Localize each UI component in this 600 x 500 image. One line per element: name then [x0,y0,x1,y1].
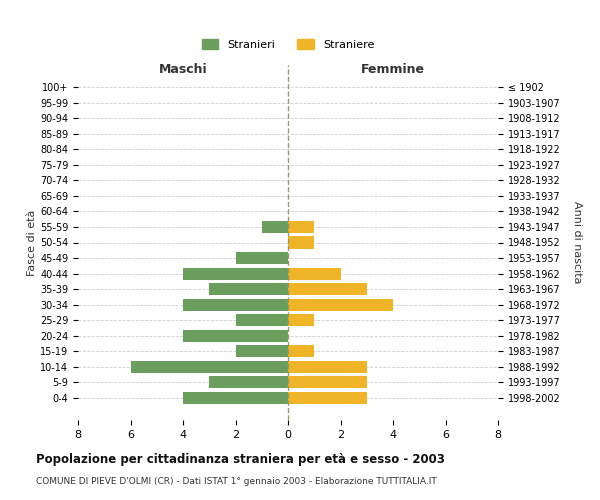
Bar [183,392,288,404]
Bar [235,345,288,358]
Bar [288,314,314,326]
Legend: Stranieri, Straniere: Stranieri, Straniere [197,35,379,54]
Text: Popolazione per cittadinanza straniera per età e sesso - 2003: Popolazione per cittadinanza straniera p… [36,452,445,466]
Bar [288,392,367,404]
Text: Maschi: Maschi [158,64,208,76]
Bar [288,268,341,280]
Bar [209,376,288,388]
Y-axis label: Fasce di età: Fasce di età [27,210,37,276]
Y-axis label: Anni di nascita: Anni di nascita [572,201,582,284]
Bar [288,283,367,295]
Bar [183,268,288,280]
Bar [262,221,288,233]
Bar [288,298,393,310]
Bar [288,236,314,248]
Bar [183,330,288,342]
Bar [209,283,288,295]
Bar [288,376,367,388]
Bar [131,360,288,373]
Bar [288,360,367,373]
Bar [235,314,288,326]
Text: COMUNE DI PIEVE D'OLMI (CR) - Dati ISTAT 1° gennaio 2003 - Elaborazione TUTTITAL: COMUNE DI PIEVE D'OLMI (CR) - Dati ISTAT… [36,478,437,486]
Bar [288,345,314,358]
Bar [288,221,314,233]
Bar [183,298,288,310]
Text: Femmine: Femmine [361,64,425,76]
Bar [235,252,288,264]
